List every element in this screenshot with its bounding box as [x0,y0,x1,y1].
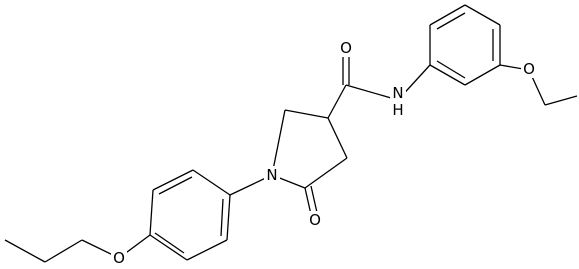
atom-label: H [392,101,403,119]
atom-label: O [113,249,125,267]
atom-label: O [309,211,321,229]
atom-label: N [392,84,403,102]
atom-label: O [523,60,535,78]
atom-label: O [340,39,352,57]
atom-label: N [266,166,277,184]
atom-labels: O N H O N O O [111,39,537,267]
bonds [4,4,578,263]
